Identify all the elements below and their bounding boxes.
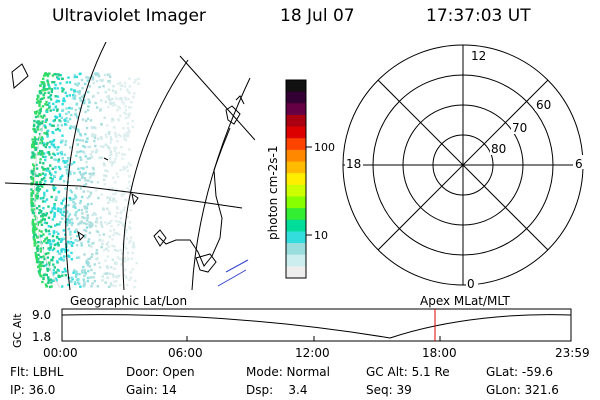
colorbar-segment	[286, 219, 306, 233]
coastline	[11, 63, 29, 89]
geographic-map-panel	[5, 42, 255, 290]
meridian-line	[65, 42, 107, 290]
colorbar-segment	[286, 91, 306, 104]
colorbar-border	[285, 79, 307, 279]
timeline-frame	[61, 308, 572, 342]
colorbar-segment	[286, 80, 306, 93]
earth-limb	[34, 115, 61, 289]
mlat-label-80: 80	[491, 142, 506, 156]
mlt-label-0: 0	[467, 277, 475, 291]
timeline-tick-label: 06:00	[168, 346, 203, 360]
altitude-curve	[61, 314, 572, 339]
coastline	[103, 157, 109, 161]
colorbar-segment	[286, 138, 306, 151]
timeline-y-value: 9.0	[32, 308, 51, 322]
time-label: 17:37:03 UT	[426, 6, 531, 26]
glon-readout: GLon: 321.6	[486, 383, 559, 397]
coastline	[131, 192, 139, 206]
colorbar-tick-label: 10	[314, 229, 328, 242]
seq-readout: Seq: 39	[366, 383, 412, 397]
colorbar-segment	[286, 231, 306, 244]
polar-diagonal	[377, 79, 549, 251]
timeline-tick-label: 12:00	[295, 346, 330, 360]
mlt-label-12: 12	[471, 49, 486, 63]
track-line	[225, 259, 249, 273]
colorbar-segment	[286, 126, 306, 139]
meridian-line	[122, 59, 189, 290]
door-readout: Door: Open	[126, 365, 195, 379]
colorbar-segment	[286, 208, 306, 221]
colorbar-segment	[286, 114, 306, 128]
filter-readout: Flt: LBHL	[10, 365, 64, 379]
gc-alt-readout: GC Alt: 5.1 Re	[366, 365, 450, 379]
meridian-line	[191, 77, 251, 290]
colorbar-segment	[286, 266, 306, 279]
colorbar: 100 10 photon cm-2s-1	[266, 79, 335, 279]
instrument-title: Ultraviolet Imager	[52, 6, 206, 26]
polar-mlt-plot	[342, 44, 584, 286]
gain-readout: Gain: 14	[126, 383, 177, 397]
colorbar-unit-label: photon cm-2s-1	[266, 146, 280, 241]
track-line	[217, 269, 247, 287]
glat-readout: GLat: -59.6	[486, 365, 553, 379]
coastline	[77, 230, 85, 241]
coastline	[235, 95, 245, 105]
coastline	[195, 253, 217, 273]
colorbar-segment	[286, 161, 306, 174]
coastline	[153, 229, 167, 247]
aurora-emission-pixels	[30, 72, 140, 289]
colorbar-segment	[286, 149, 306, 163]
dsp-readout: Dsp: 3.4	[246, 383, 308, 397]
timeline-tick-label: 18:00	[422, 346, 457, 360]
timeline-tick-label: 23:59	[555, 346, 590, 360]
apex-frame-label: Apex MLat/MLT	[420, 294, 510, 308]
colorbar-segment	[286, 184, 306, 198]
geographic-frame-label: Geographic Lat/Lon	[70, 294, 187, 308]
colorbar-segment	[286, 103, 306, 116]
mlt-label-18: 18	[346, 157, 361, 171]
colorbar-segment	[286, 173, 306, 186]
coastline	[225, 105, 241, 125]
meridian-line	[179, 55, 255, 141]
mode-readout: Mode: Normal	[246, 365, 330, 379]
colorbar-segment	[286, 243, 306, 256]
date-label: 18 Jul 07	[280, 6, 355, 26]
ip-readout: IP: 36.0	[10, 383, 56, 397]
mlt-label-6: 6	[575, 157, 583, 171]
timeline-tick-label: 00:00	[43, 346, 78, 360]
mlat-label-60: 60	[536, 98, 551, 112]
mlat-label-70: 70	[512, 121, 527, 135]
timeline-y-value-low: 1.8	[32, 330, 51, 344]
orbit-altitude-timeline: GC Alt 9.0 1.8 00:00 06:00 12:00 18:00 2…	[11, 308, 590, 360]
latitude-line	[5, 182, 243, 209]
colorbar-segment	[286, 196, 306, 209]
timeline-axis-label: GC Alt	[11, 313, 24, 348]
polar-labels: 12 0 18 6 60 70 80	[345, 48, 584, 291]
colorbar-segment	[286, 254, 306, 267]
colorbar-tick-label: 100	[314, 141, 335, 154]
